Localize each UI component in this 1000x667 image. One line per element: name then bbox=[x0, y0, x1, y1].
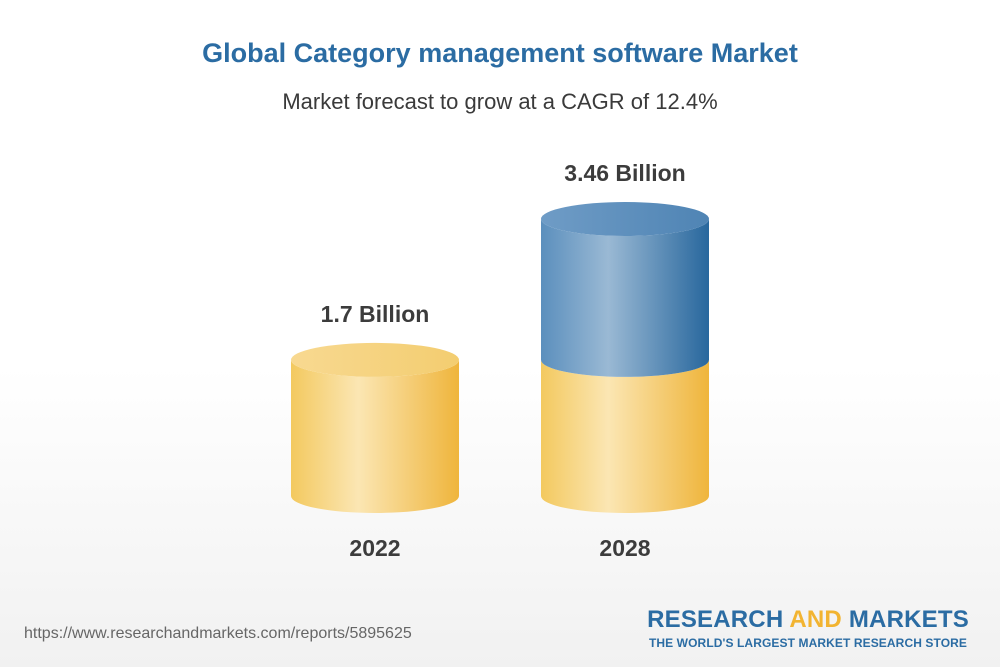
source-url[interactable]: https://www.researchandmarkets.com/repor… bbox=[24, 625, 412, 642]
category-label-2028: 2028 bbox=[599, 535, 650, 561]
bar-2028-base-segment bbox=[541, 359, 709, 513]
brand-name: RESEARCH AND MARKETS bbox=[640, 606, 976, 634]
chart-title: Global Category management software Mark… bbox=[202, 38, 798, 68]
bar-2022-top bbox=[291, 342, 459, 377]
brand-name-accent: AND bbox=[789, 606, 842, 633]
brand-name-primary: RESEARCH bbox=[647, 606, 784, 633]
bar-2028-top bbox=[541, 202, 709, 236]
chart-subtitle: Market forecast to grow at a CAGR of 12.… bbox=[282, 89, 718, 114]
bar-2028-growth-segment bbox=[541, 219, 709, 377]
category-label-2022: 2022 bbox=[349, 535, 400, 561]
value-label-2028: 3.46 Billion bbox=[564, 160, 685, 186]
bar-chart: 1.7 Billion 2022 3.46 Billion 2028 bbox=[291, 160, 709, 561]
brand-tagline: THE WORLD'S LARGEST MARKET RESEARCH STOR… bbox=[648, 636, 968, 650]
value-label-2022: 1.7 Billion bbox=[321, 301, 430, 327]
brand-logo: RESEARCH AND MARKETS THE WORLD'S LARGEST… bbox=[640, 606, 976, 650]
brand-name-secondary: MARKETS bbox=[848, 606, 969, 633]
bar-2022 bbox=[291, 359, 459, 513]
